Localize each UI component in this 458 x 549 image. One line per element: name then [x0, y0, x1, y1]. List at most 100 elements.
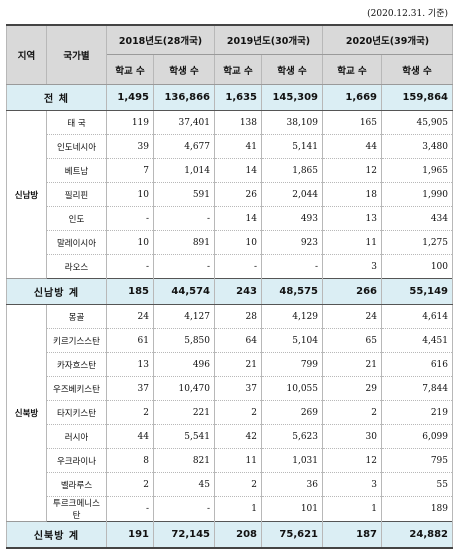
total-row-value: 1,669	[322, 84, 382, 111]
country-name: 타지키스탄	[46, 400, 107, 425]
table-cell: 1,990	[381, 182, 453, 207]
table-cell: 496	[153, 352, 215, 377]
table-cell: 10,055	[261, 376, 323, 401]
header-students: 학생 수	[381, 54, 453, 85]
country-name: 인도	[46, 206, 107, 231]
table-cell: 4,451	[381, 328, 453, 353]
table-cell: 821	[153, 448, 215, 473]
table-cell: 37	[106, 376, 154, 401]
table-row: 필리핀 10 591 26 2,044 18 1,990	[7, 182, 453, 207]
table-cell: 29	[322, 376, 382, 401]
table-cell: 24	[322, 304, 382, 329]
total-row-label: 전 체	[6, 84, 107, 111]
table-cell: 65	[322, 328, 382, 353]
table-row: 베트남 7 1,014 14 1,865 12 1,965	[7, 158, 453, 183]
table-cell: 165	[322, 110, 382, 135]
south-sum-row-value: 185	[106, 278, 154, 305]
table-cell: 14	[214, 206, 262, 231]
country-name: 태 국	[46, 110, 107, 135]
table-cell: -	[153, 206, 215, 231]
table-cell: 10	[214, 230, 262, 255]
south-sum-row-value: 44,574	[153, 278, 215, 305]
table-row: 러시아 44 5,541 42 5,623 30 6,099	[7, 424, 453, 449]
table-cell: 3	[322, 254, 382, 279]
country-name: 키르기스스탄	[46, 328, 107, 353]
country-name: 필리핀	[46, 182, 107, 207]
table-cell: 37,401	[153, 110, 215, 135]
header-country: 국가별	[46, 24, 107, 85]
table-cell: 2	[106, 472, 154, 497]
table-row: 카자흐스탄 13 496 21 799 21 616	[7, 352, 453, 377]
table-cell: 37	[214, 376, 262, 401]
table-cell: 4,129	[261, 304, 323, 329]
table-cell: 2	[322, 400, 382, 425]
table-cell: 12	[322, 158, 382, 183]
table-cell: 39	[106, 134, 154, 159]
table-cell: 28	[214, 304, 262, 329]
table-cell: 4,614	[381, 304, 453, 329]
table-cell: 221	[153, 400, 215, 425]
table-cell: 44	[106, 424, 154, 449]
total-row-value: 159,864	[381, 84, 453, 111]
table-cell: 3,480	[381, 134, 453, 159]
table-cell: 795	[381, 448, 453, 473]
north-sum-row-value: 187	[322, 521, 382, 549]
table-row: 라오스 - - - -3 100	[7, 254, 453, 279]
header-schools: 학교 수	[106, 54, 154, 85]
table-cell: 13	[106, 352, 154, 377]
table-cell: 2,044	[261, 182, 323, 207]
country-name: 우즈베키스탄	[46, 376, 107, 401]
table-cell: 10,470	[153, 376, 215, 401]
table-cell: 189	[381, 496, 453, 522]
table-cell: 119	[106, 110, 154, 135]
table-cell: 219	[381, 400, 453, 425]
country-name: 몽골	[46, 304, 107, 329]
table-cell: 493	[261, 206, 323, 231]
table-cell: 61	[106, 328, 154, 353]
table-cell: 38,109	[261, 110, 323, 135]
header-2018: 2018년도(28개국)	[106, 24, 215, 55]
table-cell: -	[153, 496, 215, 522]
table-cell: 21	[214, 352, 262, 377]
table-cell: 10	[106, 230, 154, 255]
total-row-value: 1,495	[106, 84, 154, 111]
table-row: 우크라이나 8 821 11 1,031 12 795	[7, 448, 453, 473]
table-cell: 7,844	[381, 376, 453, 401]
table-cell: 21	[322, 352, 382, 377]
table-cell: 44	[322, 134, 382, 159]
table-cell: 5,623	[261, 424, 323, 449]
table-cell: 1	[322, 496, 382, 522]
total-row-value: 136,866	[153, 84, 215, 111]
table-cell: 4,127	[153, 304, 215, 329]
country-name: 베트남	[46, 158, 107, 183]
south-sum-row-value: 266	[322, 278, 382, 305]
header-2019: 2019년도(30개국)	[214, 24, 323, 55]
table-cell: 1,865	[261, 158, 323, 183]
table-cell: 7	[106, 158, 154, 183]
table-cell: 11	[322, 230, 382, 255]
south-sum-row-value: 243	[214, 278, 262, 305]
table-cell: 6,099	[381, 424, 453, 449]
table-row: 우즈베키스탄 37 10,470 37 10,055 29 7,844	[7, 376, 453, 401]
north-sum-row-label: 신북방 계	[6, 521, 107, 549]
total-row: 전 체 1,495 136,866 1,635 145,309 1,669 159,864	[6, 84, 453, 111]
table-row: 투르크메니스탄 - -1 101 1 189	[7, 496, 453, 522]
table-cell: 1,965	[381, 158, 453, 183]
header-students: 학생 수	[261, 54, 323, 85]
header-students: 학생 수	[153, 54, 215, 85]
country-name: 벨라루스	[46, 472, 107, 497]
table-cell: 5,141	[261, 134, 323, 159]
table-cell: 891	[153, 230, 215, 255]
country-name: 인도네시아	[46, 134, 107, 159]
table-cell: -	[106, 496, 154, 522]
table-cell: -	[261, 254, 323, 279]
table-cell: -	[214, 254, 262, 279]
country-name: 우크라이나	[46, 448, 107, 473]
table-cell: 11	[214, 448, 262, 473]
table-cell: 2	[106, 400, 154, 425]
table-cell: 14	[214, 158, 262, 183]
table-row: 신남방 태 국 119 37,401 138 38,109 165 45,905	[6, 110, 453, 279]
header-2020: 2020년도(39개국)	[322, 24, 453, 55]
north-sum-row-value: 191	[106, 521, 154, 549]
table-cell: 101	[261, 496, 323, 522]
